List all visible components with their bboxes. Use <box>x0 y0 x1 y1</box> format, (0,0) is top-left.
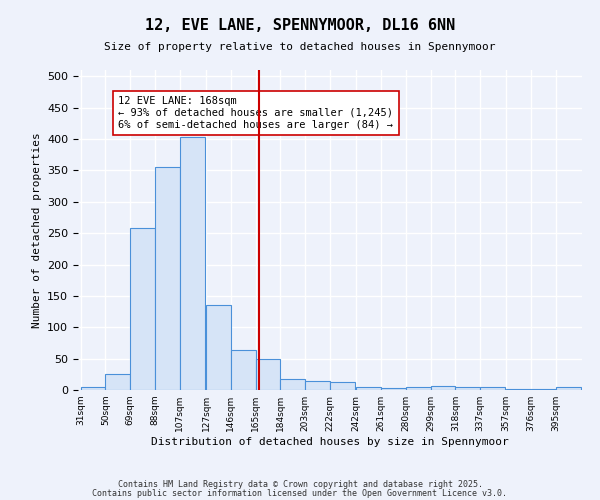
Text: Contains public sector information licensed under the Open Government Licence v3: Contains public sector information licen… <box>92 489 508 498</box>
Text: 12, EVE LANE, SPENNYMOOR, DL16 6NN: 12, EVE LANE, SPENNYMOOR, DL16 6NN <box>145 18 455 32</box>
Bar <box>356 387 381 390</box>
X-axis label: Distribution of detached houses by size in Spennymoor: Distribution of detached houses by size … <box>151 437 509 447</box>
Bar <box>231 350 256 390</box>
Bar <box>305 380 330 390</box>
Bar <box>381 388 406 390</box>
Bar <box>80 387 106 390</box>
Y-axis label: Number of detached properties: Number of detached properties <box>32 132 41 328</box>
Text: Size of property relative to detached houses in Spennymoor: Size of property relative to detached ho… <box>104 42 496 52</box>
Bar <box>330 382 355 390</box>
Text: Contains HM Land Registry data © Crown copyright and database right 2025.: Contains HM Land Registry data © Crown c… <box>118 480 482 489</box>
Bar <box>280 378 305 390</box>
Bar <box>431 386 455 390</box>
Bar <box>180 137 205 390</box>
Bar <box>130 228 155 390</box>
Bar <box>455 387 480 390</box>
Bar <box>556 388 581 390</box>
Bar <box>480 388 505 390</box>
Bar <box>256 358 280 390</box>
Bar <box>206 306 231 390</box>
Text: 12 EVE LANE: 168sqm
← 93% of detached houses are smaller (1,245)
6% of semi-deta: 12 EVE LANE: 168sqm ← 93% of detached ho… <box>118 96 394 130</box>
Bar <box>106 374 130 390</box>
Bar <box>406 387 431 390</box>
Bar <box>155 168 180 390</box>
